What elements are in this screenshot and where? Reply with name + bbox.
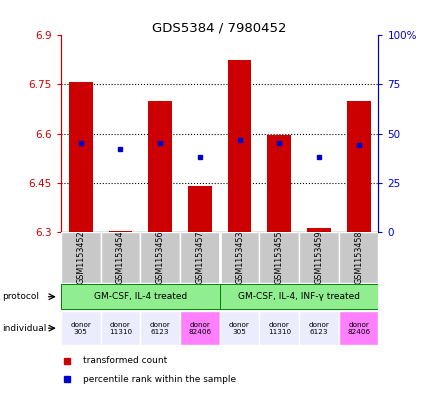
Text: GSM1153455: GSM1153455 [274, 231, 283, 284]
Bar [346, 101, 370, 232]
Bar [219, 311, 259, 345]
Bar [219, 232, 259, 283]
Bar [100, 232, 140, 283]
Bar [299, 232, 338, 283]
Text: donor
305: donor 305 [229, 321, 250, 335]
Text: GSM1153452: GSM1153452 [76, 231, 85, 284]
Bar [219, 285, 378, 309]
Text: GM-CSF, IL-4 treated: GM-CSF, IL-4 treated [93, 292, 187, 301]
Bar [100, 311, 140, 345]
Bar [338, 232, 378, 283]
Bar [259, 232, 299, 283]
Bar [259, 311, 299, 345]
Bar [338, 311, 378, 345]
Bar [140, 311, 180, 345]
Text: donor
11310: donor 11310 [108, 321, 132, 335]
Bar [108, 231, 132, 232]
Bar [299, 311, 338, 345]
Bar [148, 101, 172, 232]
Text: donor
11310: donor 11310 [267, 321, 290, 335]
Bar [180, 232, 219, 283]
Text: GM-CSF, IL-4, INF-γ treated: GM-CSF, IL-4, INF-γ treated [237, 292, 359, 301]
Text: donor
6123: donor 6123 [149, 321, 170, 335]
Text: GSM1153459: GSM1153459 [314, 231, 322, 284]
Bar [306, 228, 330, 232]
Bar [180, 311, 219, 345]
Bar [140, 232, 180, 283]
Text: percentile rank within the sample: percentile rank within the sample [83, 375, 236, 384]
Bar [187, 186, 211, 232]
Bar [61, 232, 100, 283]
Text: protocol: protocol [2, 292, 39, 301]
Text: donor
6123: donor 6123 [308, 321, 329, 335]
Text: donor
305: donor 305 [70, 321, 91, 335]
Text: GSM1153454: GSM1153454 [116, 231, 125, 284]
Bar [61, 311, 100, 345]
Text: GSM1153453: GSM1153453 [234, 231, 243, 284]
Text: individual: individual [2, 324, 46, 332]
Title: GDS5384 / 7980452: GDS5384 / 7980452 [152, 21, 286, 34]
Text: donor
82406: donor 82406 [346, 321, 369, 335]
Text: GSM1153457: GSM1153457 [195, 231, 204, 284]
Text: GSM1153458: GSM1153458 [353, 231, 362, 284]
Bar [267, 135, 290, 232]
Text: donor
82406: donor 82406 [188, 321, 211, 335]
Bar [69, 82, 92, 232]
Bar [61, 285, 219, 309]
Text: transformed count: transformed count [83, 356, 167, 365]
Bar [227, 60, 251, 232]
Text: GSM1153456: GSM1153456 [155, 231, 164, 284]
